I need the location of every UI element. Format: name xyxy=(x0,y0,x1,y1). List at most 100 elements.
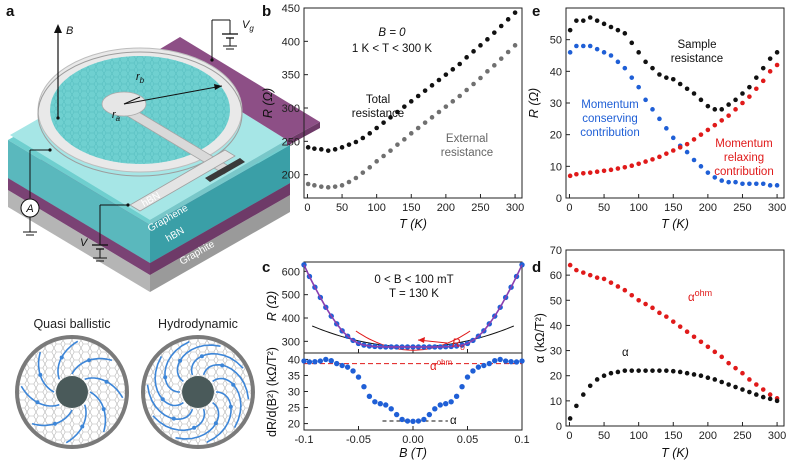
flow-arrowhead xyxy=(171,416,176,421)
panel-c-axes: 300 400 500 600 -0.1 -0.05 0.00 0.05 0.1 20 25 30 35… xyxy=(282,266,530,446)
data-point xyxy=(615,59,621,65)
data-point xyxy=(677,324,683,329)
data-point xyxy=(402,104,407,109)
hbn-bottom-side-right xyxy=(150,145,290,263)
data-point xyxy=(415,125,421,131)
panel-b-frame xyxy=(303,7,523,199)
data-point xyxy=(636,297,641,303)
y-tick-label: 50 xyxy=(550,35,562,47)
panel-b-total-1: Total xyxy=(366,94,390,106)
data-point xyxy=(581,18,586,23)
panel-e-sample-1: Sample xyxy=(678,39,717,51)
data-point xyxy=(657,154,662,160)
data-point xyxy=(601,50,607,55)
flow-arrowhead xyxy=(35,400,40,405)
data-point xyxy=(712,122,718,128)
flow-arrowhead xyxy=(213,421,218,426)
data-point xyxy=(492,358,498,364)
data-point xyxy=(712,377,718,382)
flow-arrowhead xyxy=(192,425,197,430)
data-point xyxy=(622,368,628,373)
data-point xyxy=(740,370,745,376)
rb-arrowhead xyxy=(214,84,222,90)
data-point xyxy=(334,360,340,367)
panel-e-mc-2: conserving xyxy=(582,113,638,125)
data-point xyxy=(747,377,752,382)
data-point xyxy=(594,275,600,280)
panel-b-ann1: B = 0 xyxy=(378,27,406,39)
data-point xyxy=(325,148,331,153)
y-tick-label: 0 xyxy=(556,193,562,205)
data-point xyxy=(615,166,621,171)
data-point xyxy=(459,383,465,390)
data-point xyxy=(594,18,600,23)
data-point xyxy=(622,31,628,36)
data-point xyxy=(726,179,731,185)
data-point xyxy=(353,139,359,145)
y-tick-label: 350 xyxy=(282,70,300,82)
x-tick-label: 250 xyxy=(471,202,489,214)
ammeter-contact-dot xyxy=(48,148,52,152)
data-point xyxy=(670,135,676,141)
data-point xyxy=(471,49,476,54)
data-point xyxy=(408,99,414,104)
flow-streamline xyxy=(190,352,244,376)
y-tick-label: 30 xyxy=(550,98,562,110)
data-point xyxy=(367,165,373,170)
flow-arrowhead xyxy=(228,404,233,409)
data-point xyxy=(319,184,324,189)
data-point xyxy=(726,360,731,366)
data-point xyxy=(719,379,725,385)
data-point xyxy=(567,50,573,55)
data-point xyxy=(774,398,780,404)
data-point xyxy=(629,292,635,298)
y-tick-label: 20 xyxy=(550,130,562,142)
flow-streamline xyxy=(164,340,190,393)
panel-e-axes: 0 50 100 150 200 250 300 0 10 20 30 40 50 xyxy=(550,35,787,214)
data-point xyxy=(594,46,600,52)
label-ra: ra xyxy=(112,109,121,123)
panel-b: b 0 50 100 150 200 250 300 200 250 300 350 400 450 T… xyxy=(261,3,524,231)
panel-label-d: d xyxy=(532,259,541,276)
panel-d-frame xyxy=(565,249,785,427)
panel-b-ylabel: R (Ω) xyxy=(261,88,275,118)
data-point xyxy=(393,411,400,418)
data-point xyxy=(650,368,655,373)
data-point xyxy=(615,369,621,375)
flow-arrowhead xyxy=(59,355,64,360)
data-point xyxy=(415,93,421,99)
panel-c-r0-arrowhead xyxy=(418,337,425,343)
inner-contact-disk xyxy=(182,376,214,408)
data-point xyxy=(643,59,648,65)
data-point xyxy=(657,72,662,77)
data-point xyxy=(325,185,331,190)
data-point xyxy=(733,179,738,185)
outer-ring-shadow xyxy=(37,51,243,177)
x-tick-label: 0 xyxy=(304,202,310,214)
data-point xyxy=(305,145,311,150)
panel-b-ann2: 1 K < T < 300 K xyxy=(352,43,432,55)
data-point xyxy=(581,171,586,176)
data-point xyxy=(774,50,780,55)
panel-e-mr-1: Momentum xyxy=(715,138,773,150)
data-point xyxy=(339,183,345,188)
data-point xyxy=(740,181,745,187)
y-tick-label: 40 xyxy=(550,66,562,78)
data-point xyxy=(594,377,600,382)
data-point xyxy=(719,178,725,183)
data-point xyxy=(691,157,697,163)
panel-c-data-line xyxy=(303,264,523,348)
flow-streamline xyxy=(212,377,242,428)
data-point xyxy=(497,356,503,363)
flow-streamline xyxy=(20,385,60,407)
data-point xyxy=(754,382,759,387)
data-point xyxy=(622,65,628,71)
data-point xyxy=(677,369,683,375)
outer-contact-lead xyxy=(129,149,236,212)
flow-streamline xyxy=(89,391,107,433)
y-tick-label: 300 xyxy=(282,336,300,348)
data-point xyxy=(636,84,641,90)
y-tick-label: 0 xyxy=(556,421,562,433)
data-point xyxy=(622,164,628,170)
data-point xyxy=(587,43,593,49)
